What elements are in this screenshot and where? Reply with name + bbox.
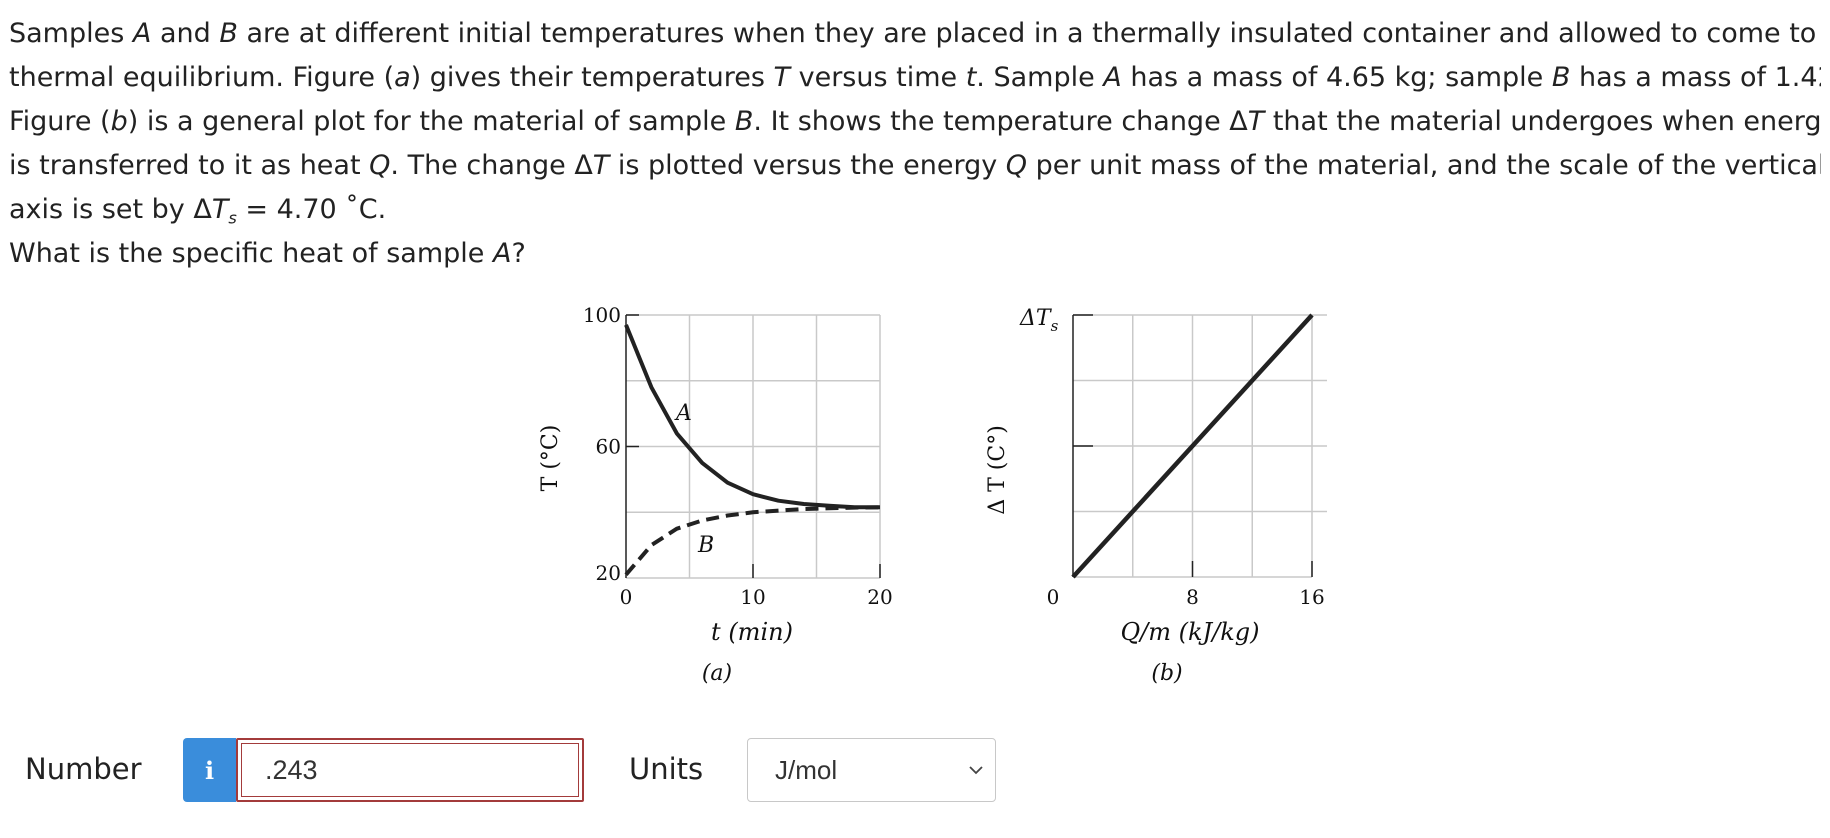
figure-b-axes: [1072, 314, 1313, 577]
figure-a-x-label: t (min): [711, 618, 793, 646]
figure-b-series: [1071, 313, 1314, 579]
figure-a-caption: (a): [702, 661, 732, 686]
figure-a-grid: [626, 314, 881, 579]
series-b-line: [624, 505, 881, 577]
y-tick-label: 100: [583, 303, 621, 327]
units-label: Units: [629, 752, 704, 786]
units-selected-value: J/mol: [775, 755, 838, 785]
figure-b-ticks: 0 8 16: [1047, 585, 1325, 609]
problem-line-1: Samples A and B are at different initial…: [9, 18, 1817, 49]
figure-a-y-label: T (°C): [538, 425, 563, 492]
x-tick-label: 10: [740, 585, 765, 609]
problem-line-2: thermal equilibrium. Figure (a) gives th…: [9, 62, 1821, 93]
x-tick-label: 8: [1186, 585, 1199, 609]
info-icon-glyph: i: [204, 755, 215, 785]
series-line: [1071, 313, 1314, 579]
question-text: What is the specific heat of sample A?: [9, 238, 526, 269]
curve-a-label: A: [674, 401, 692, 426]
number-input[interactable]: [241, 743, 579, 797]
figure-b-y-top-label: ΔTs: [1019, 306, 1059, 335]
figure-b-caption: (b): [1151, 661, 1182, 686]
figure-b-y-label: Δ T (C°): [985, 425, 1010, 515]
y-tick-label: 60: [596, 435, 621, 459]
x-tick-label: 0: [620, 585, 633, 609]
number-label: Number: [25, 752, 142, 786]
number-field-frame: [236, 738, 584, 802]
chevron-down-icon: [969, 766, 983, 775]
curve-b-label: B: [697, 533, 714, 558]
figure-b: 0 8 16 ΔTs Δ T (C°) Q/m (kJ/kg) (b): [985, 306, 1327, 686]
figure-a-axes: [625, 314, 881, 578]
problem-text: Samples A and B are at different initial…: [9, 12, 1821, 276]
problem-line-5: axis is set by ΔTs = 4.70 ˚C.: [9, 194, 387, 228]
problem-line-4: is transferred to it as heat Q. The chan…: [9, 150, 1821, 181]
x-tick-label: 20: [867, 585, 892, 609]
units-select[interactable]: J/mol: [747, 738, 996, 802]
y-tick-label: 20: [596, 561, 621, 585]
x-tick-label: 0: [1047, 585, 1060, 609]
problem-line-3: Figure (b) is a general plot for the mat…: [9, 106, 1821, 137]
x-tick-label: 16: [1299, 585, 1324, 609]
answer-row: Number i Units J/mol: [0, 735, 1830, 805]
info-icon[interactable]: i: [183, 738, 236, 802]
figure-b-x-label: Q/m (kJ/kg): [1120, 618, 1259, 646]
figure-a-series: [624, 324, 881, 577]
